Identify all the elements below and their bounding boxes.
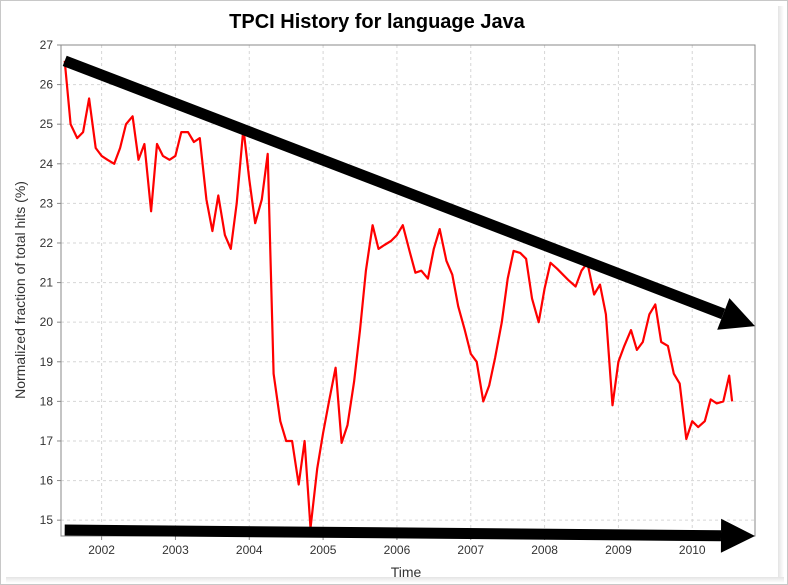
y-tick-label-22: 22 xyxy=(40,236,54,250)
y-tick-label-26: 26 xyxy=(40,78,54,92)
y-axis: 15 16 17 18 19 20 21 22 23 24 25 26 27 xyxy=(40,38,61,527)
x-tick-label-2004: 2004 xyxy=(236,543,263,557)
trend-arrow-1-shaft xyxy=(64,524,722,542)
series-line-0 xyxy=(63,60,734,530)
y-tick-label-23: 23 xyxy=(40,196,54,210)
y-tick-label-15: 15 xyxy=(40,513,54,527)
frame-shadow-right xyxy=(778,6,784,583)
trend-arrow-1-head xyxy=(720,518,755,553)
x-axis: 2002 2003 2004 2005 2006 2007 2008 2009 2010 xyxy=(88,536,706,557)
y-tick-label-20: 20 xyxy=(40,315,54,329)
x-tick-label-2006: 2006 xyxy=(384,543,411,557)
y-tick-label-16: 16 xyxy=(40,474,54,488)
x-tick-label-2003: 2003 xyxy=(162,543,189,557)
series-layer xyxy=(63,60,734,530)
trend-arrow-0-shaft xyxy=(62,55,726,320)
x-tick-label-2009: 2009 xyxy=(605,543,632,557)
y-tick-label-19: 19 xyxy=(40,355,54,369)
x-tick-label-2008: 2008 xyxy=(531,543,558,557)
chart-title: TPCI History for language Java xyxy=(229,11,526,33)
x-axis-title: Time xyxy=(391,564,422,580)
frame-shadow-bottom xyxy=(6,577,784,583)
y-axis-title: Normalized fraction of total hits (%) xyxy=(12,181,28,399)
y-tick-label-24: 24 xyxy=(40,157,54,171)
y-tick-label-17: 17 xyxy=(40,434,54,448)
y-tick-label-18: 18 xyxy=(40,394,54,408)
x-tick-label-2007: 2007 xyxy=(457,543,484,557)
x-tick-label-2002: 2002 xyxy=(88,543,115,557)
y-tick-label-27: 27 xyxy=(40,38,54,52)
x-tick-label-2010: 2010 xyxy=(679,543,706,557)
y-tick-label-25: 25 xyxy=(40,117,54,131)
annotation-layer xyxy=(62,55,755,553)
x-tick-label-2005: 2005 xyxy=(310,543,337,557)
trend-arrow-0-head xyxy=(717,298,755,330)
y-tick-label-21: 21 xyxy=(40,276,54,290)
